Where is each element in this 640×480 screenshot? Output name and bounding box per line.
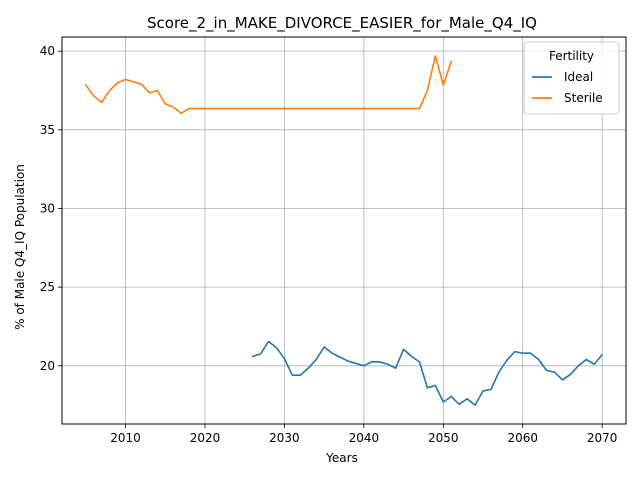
x-axis: 2010 2020 2030 2040 2050 2060 2070 (110, 424, 617, 445)
x-tick-label: 2010 (110, 431, 141, 445)
x-axis-label: Years (325, 451, 358, 465)
series-line-ideal (251, 340, 604, 406)
x-tick-label: 2030 (269, 431, 300, 445)
chart-title: Score_2_in_MAKE_DIVORCE_EASIER_for_Male_… (147, 14, 537, 33)
legend-box (523, 41, 620, 115)
legend: Fertility Ideal Sterile (523, 41, 620, 115)
y-tick-label: 30 (40, 201, 55, 215)
x-tick-label: 2060 (507, 431, 538, 445)
legend-title: Fertility (549, 49, 594, 63)
x-tick-label: 2050 (428, 431, 459, 445)
y-axis-label: % of Male Q4_IQ Population (13, 164, 27, 330)
legend-label-ideal: Ideal (564, 70, 593, 84)
axes-frame (61, 36, 627, 425)
y-tick-label: 20 (40, 359, 55, 373)
series-line-sterile (84, 55, 453, 115)
y-tick-label: 35 (40, 123, 55, 137)
x-tick-label: 2070 (587, 431, 618, 445)
y-tick-label: 25 (40, 280, 55, 294)
y-axis: 20 25 30 35 40 (40, 44, 62, 373)
x-tick-label: 2020 (190, 431, 221, 445)
x-tick-label: 2040 (349, 431, 380, 445)
legend-label-sterile: Sterile (564, 91, 603, 105)
grid (62, 37, 626, 424)
y-tick-label: 40 (40, 44, 55, 58)
series-layer (84, 55, 604, 406)
